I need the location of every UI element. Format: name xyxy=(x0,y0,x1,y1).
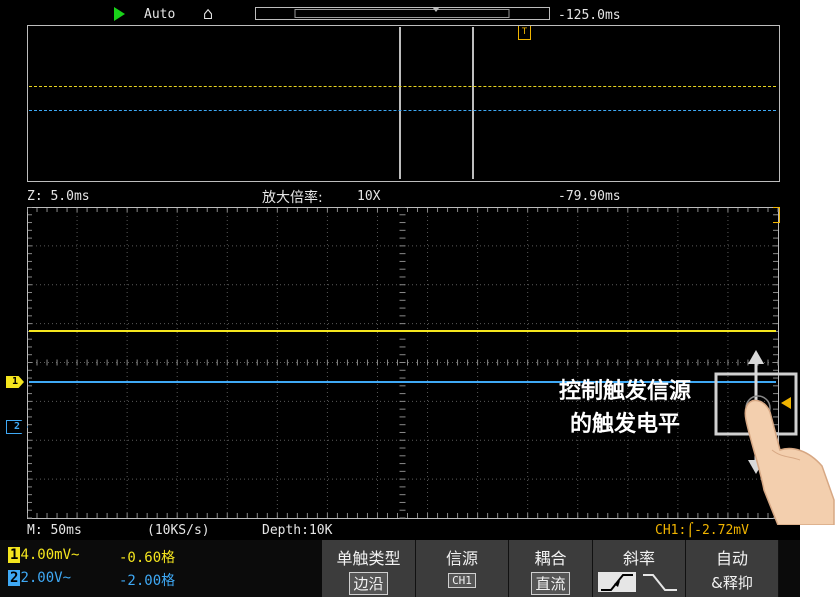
ch2-trace xyxy=(29,381,776,383)
zoom-timebase: Z: 5.0ms xyxy=(27,189,90,204)
annotation-line-1: 控制触发信源 xyxy=(558,379,691,404)
menu-trigger-type[interactable]: 单触类型 边沿 xyxy=(322,540,416,597)
overview-ch2-trace xyxy=(29,110,776,111)
menu-trigger-type-value: 边沿 xyxy=(349,572,388,595)
sample-rate: (10KS/s) xyxy=(147,523,210,538)
ch2-scale: 2.00V~ xyxy=(20,570,72,586)
ch2-info[interactable]: 2 2.00V~ xyxy=(8,570,71,586)
falling-slope-icon xyxy=(643,574,677,591)
ch1-level-marker[interactable]: 1 xyxy=(6,376,24,388)
ch1-offset: -0.60格 xyxy=(119,550,176,566)
ch2-offset: -2.00格 xyxy=(119,573,176,589)
menu-auto-holdoff[interactable]: 自动 &释抑 xyxy=(686,540,779,597)
ch2-badge: 2 xyxy=(8,570,21,586)
overview-window xyxy=(27,25,780,182)
annotation-text: 控制触发信源 的触发电平 xyxy=(540,375,710,441)
memory-position-bar[interactable] xyxy=(255,6,551,22)
ch2-level-marker[interactable]: 2 xyxy=(6,420,28,434)
trigger-mode: Auto xyxy=(144,7,176,22)
magnify-value: 10X xyxy=(357,189,381,204)
run-icon[interactable] xyxy=(114,7,125,21)
hand-knob-illustration xyxy=(714,350,835,525)
menu-trigger-type-title: 单触类型 xyxy=(336,549,401,568)
menu-source-title: 信源 xyxy=(445,549,478,568)
menu-source-value: CH1 xyxy=(448,573,476,588)
time-offset: -125.0ms xyxy=(558,8,621,23)
zoom-window-frame[interactable] xyxy=(399,27,474,179)
trigger-level-value: -2.72mV xyxy=(694,523,749,538)
ch1-scale: 4.00mV~ xyxy=(20,547,80,563)
ch1-badge: 1 xyxy=(8,547,21,563)
home-icon[interactable]: ⌂ xyxy=(203,4,214,24)
overview-ch1-trace xyxy=(29,86,776,87)
menu-coupling-value: 直流 xyxy=(531,572,570,595)
slope-selector xyxy=(598,572,677,592)
trigger-status: CH1:⌠-2.72mV xyxy=(655,523,749,538)
trigger-source: CH1: xyxy=(655,523,687,538)
menu-auto-title: 自动 xyxy=(715,549,748,568)
memory-depth: Depth:10K xyxy=(262,523,333,538)
annotation-line-2: 的触发电平 xyxy=(569,412,680,437)
zoom-offset: -79.90ms xyxy=(558,189,621,204)
ch1-trace xyxy=(29,330,776,332)
rising-edge-icon: ⌠ xyxy=(686,523,695,538)
menu-slope[interactable]: 斜率 xyxy=(593,540,686,597)
menu-auto-value: &释抑 xyxy=(711,574,753,592)
menu-coupling[interactable]: 耦合 直流 xyxy=(509,540,593,597)
menu-coupling-title: 耦合 xyxy=(534,549,567,568)
menu-slope-title: 斜率 xyxy=(622,549,655,568)
waveform-grid xyxy=(27,207,779,519)
menu-source[interactable]: 信源 CH1 xyxy=(416,540,509,597)
oscilloscope-screen: Auto ⌂ -125.0ms T Z: 5.0ms 放大倍率: 10X -79… xyxy=(0,0,800,597)
time-base: M: 50ms xyxy=(27,523,82,538)
ch1-info[interactable]: 1 4.00mV~ xyxy=(8,547,79,563)
trigger-corner-marker xyxy=(773,207,780,223)
trigger-level-marker[interactable] xyxy=(781,397,791,409)
magnify-label: 放大倍率: xyxy=(262,190,323,206)
